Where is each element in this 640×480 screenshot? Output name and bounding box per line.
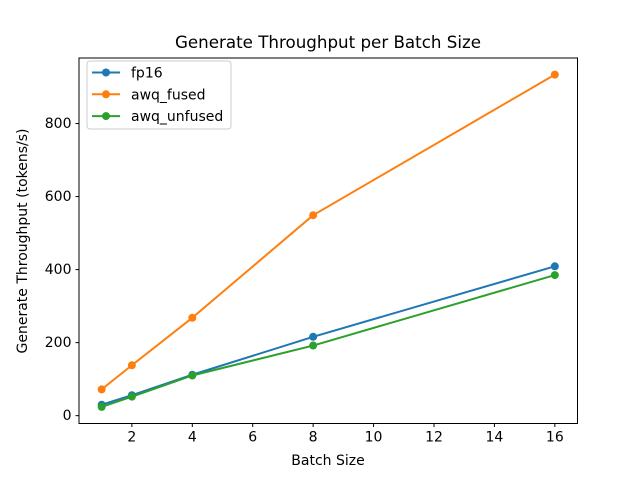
x-tick-label: 6 bbox=[248, 430, 257, 446]
y-axis-label: Generate Throughput (tokens/s) bbox=[15, 129, 31, 354]
x-tick-label: 16 bbox=[546, 430, 564, 446]
x-tick-label: 14 bbox=[486, 430, 504, 446]
data-point-awq_fused bbox=[127, 361, 136, 370]
y-tick-label: 600 bbox=[45, 189, 72, 205]
data-point-awq_unfused bbox=[309, 341, 318, 350]
legend-label-awq_fused: awq_fused bbox=[131, 87, 206, 103]
legend-marker-awq_fused bbox=[102, 90, 110, 99]
x-tick-label: 4 bbox=[188, 430, 197, 446]
data-point-awq_fused bbox=[309, 211, 318, 220]
legend-label-fp16: fp16 bbox=[131, 66, 163, 82]
data-point-awq_fused bbox=[97, 385, 106, 394]
plot-area: 2 4 6 8 10 12 14 16 0 200 400 600 800 bbox=[45, 57, 578, 446]
data-point-awq_unfused bbox=[188, 371, 197, 380]
x-tick-label: 8 bbox=[309, 430, 318, 446]
legend-marker-fp16 bbox=[102, 68, 110, 77]
y-tick-label: 800 bbox=[45, 116, 72, 132]
data-point-fp16 bbox=[550, 262, 559, 271]
axes-spines bbox=[78, 57, 578, 424]
x-tick-label: 12 bbox=[425, 430, 443, 446]
data-point-awq_unfused bbox=[550, 271, 559, 280]
data-point-fp16 bbox=[309, 332, 318, 341]
data-point-awq_fused bbox=[550, 70, 559, 79]
data-point-awq_unfused bbox=[97, 402, 106, 411]
series-line-awq_unfused bbox=[100, 274, 556, 408]
x-axis-label: Batch Size bbox=[291, 453, 364, 469]
legend-label-awq_unfused: awq_unfused bbox=[131, 109, 223, 125]
y-tick-label: 0 bbox=[63, 408, 72, 424]
y-tick-label: 400 bbox=[45, 262, 72, 278]
legend: fp16 awq_fused awq_unfused bbox=[86, 60, 232, 130]
y-tick-label: 200 bbox=[45, 335, 72, 351]
legend-box bbox=[86, 60, 232, 130]
legend-marker-awq_unfused bbox=[102, 112, 110, 121]
x-tick-label: 2 bbox=[127, 430, 136, 446]
x-tick-label: 10 bbox=[365, 430, 383, 446]
data-point-awq_fused bbox=[188, 313, 197, 322]
data-point-awq_unfused bbox=[127, 392, 136, 401]
chart-title: Generate Throughput per Batch Size bbox=[175, 32, 481, 52]
